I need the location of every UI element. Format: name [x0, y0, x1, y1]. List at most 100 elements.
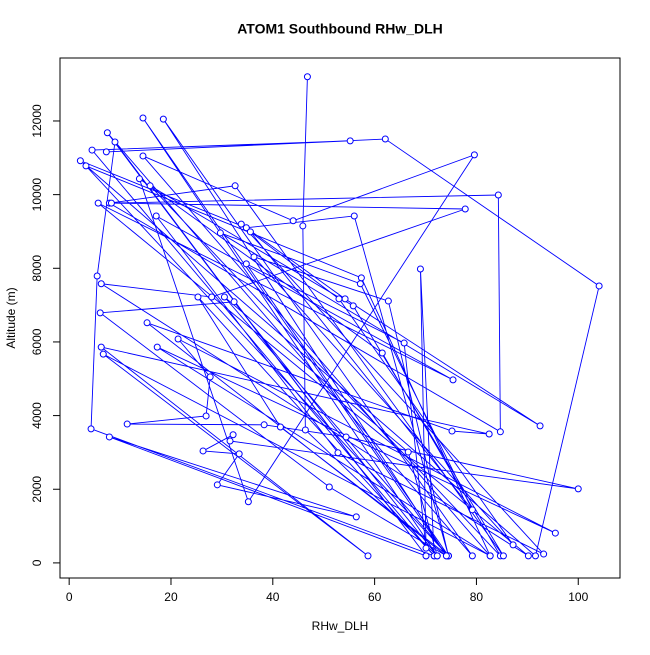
- data-point: [468, 552, 476, 560]
- x-tick-label: 20: [164, 590, 178, 604]
- data-point: [485, 430, 493, 438]
- chart-title: ATOM1 Southbound RHw_DLH: [237, 21, 443, 37]
- data-point: [595, 282, 603, 290]
- data-point: [334, 449, 342, 457]
- data-point: [99, 350, 107, 358]
- data-point: [202, 412, 210, 420]
- data-point: [468, 506, 476, 514]
- data-point: [524, 552, 532, 560]
- data-point: [496, 428, 504, 436]
- data-point: [303, 73, 311, 81]
- x-tick-label: 60: [368, 590, 382, 604]
- data-point: [356, 280, 364, 288]
- y-tick-label: 0: [30, 559, 44, 566]
- data-point: [378, 349, 386, 357]
- data-point: [433, 552, 441, 560]
- data-point: [244, 498, 252, 506]
- data-point: [152, 212, 160, 220]
- data-point: [442, 552, 450, 560]
- data-point: [242, 224, 250, 232]
- data-point: [364, 552, 372, 560]
- data-point: [531, 552, 539, 560]
- data-point: [93, 272, 101, 280]
- data-point: [237, 220, 245, 228]
- data-point: [235, 450, 243, 458]
- data-point: [82, 162, 90, 170]
- data-point: [404, 448, 412, 456]
- data-point: [342, 433, 350, 441]
- data-point: [301, 426, 309, 434]
- data-point: [103, 129, 111, 137]
- data-point: [349, 302, 357, 310]
- y-tick-label: 6000: [30, 328, 44, 355]
- data-point: [206, 373, 214, 381]
- data-point: [208, 293, 216, 301]
- y-tick-label: 8000: [30, 255, 44, 282]
- data-point: [76, 157, 84, 165]
- data-point: [87, 425, 95, 433]
- data-point: [246, 228, 254, 236]
- data-point: [97, 343, 105, 351]
- data-point: [461, 205, 469, 213]
- data-point: [341, 295, 349, 303]
- data-point: [143, 319, 151, 327]
- data-point: [153, 343, 161, 351]
- data-point: [494, 191, 502, 199]
- data-point: [449, 376, 457, 384]
- x-tick-label: 80: [470, 590, 484, 604]
- data-point: [470, 151, 478, 159]
- data-point: [540, 550, 548, 558]
- data-point: [105, 433, 113, 441]
- x-tick-label: 100: [568, 590, 588, 604]
- data-point: [139, 152, 147, 160]
- data-point: [123, 420, 131, 428]
- data-point: [448, 427, 456, 435]
- plot-frame: [59, 57, 621, 579]
- data-point: [335, 295, 343, 303]
- data-point: [509, 541, 517, 549]
- data-point: [213, 481, 221, 489]
- data-point: [229, 431, 237, 439]
- data-point: [346, 137, 354, 145]
- data-point: [199, 447, 207, 455]
- data-point: [242, 260, 250, 268]
- data-point: [276, 423, 284, 431]
- y-tick-label: 12000: [30, 104, 44, 138]
- data-point: [174, 335, 182, 343]
- data-point: [220, 293, 228, 301]
- x-tick-label: 40: [266, 590, 280, 604]
- data-point: [289, 217, 297, 225]
- data-point: [357, 274, 365, 282]
- data-point: [230, 298, 238, 306]
- y-tick-label: 2000: [30, 476, 44, 503]
- data-point: [111, 138, 119, 146]
- data-point: [381, 135, 389, 143]
- data-point: [135, 175, 143, 183]
- data-point: [325, 483, 333, 491]
- data-point: [260, 421, 268, 429]
- y-tick-label: 4000: [30, 402, 44, 429]
- y-tick-label: 10000: [30, 178, 44, 212]
- data-point: [352, 513, 360, 521]
- data-point: [194, 293, 202, 301]
- data-point: [422, 544, 430, 552]
- data-point: [139, 114, 147, 122]
- data-point: [416, 265, 424, 273]
- data-point: [107, 199, 115, 207]
- data-point: [536, 422, 544, 430]
- data-point: [97, 280, 105, 288]
- data-point: [299, 222, 307, 230]
- data-line: [80, 76, 600, 558]
- data-point: [384, 297, 392, 305]
- data-point: [102, 148, 110, 156]
- y-axis-title: Altitude (m): [4, 287, 18, 348]
- data-point: [94, 199, 102, 207]
- data-point: [216, 229, 224, 237]
- data-point: [159, 115, 167, 123]
- data-point: [231, 182, 239, 190]
- data-point: [551, 529, 559, 537]
- data-point: [226, 437, 234, 445]
- data-point: [146, 182, 154, 190]
- data-point: [400, 339, 408, 347]
- x-tick-label: 0: [66, 590, 73, 604]
